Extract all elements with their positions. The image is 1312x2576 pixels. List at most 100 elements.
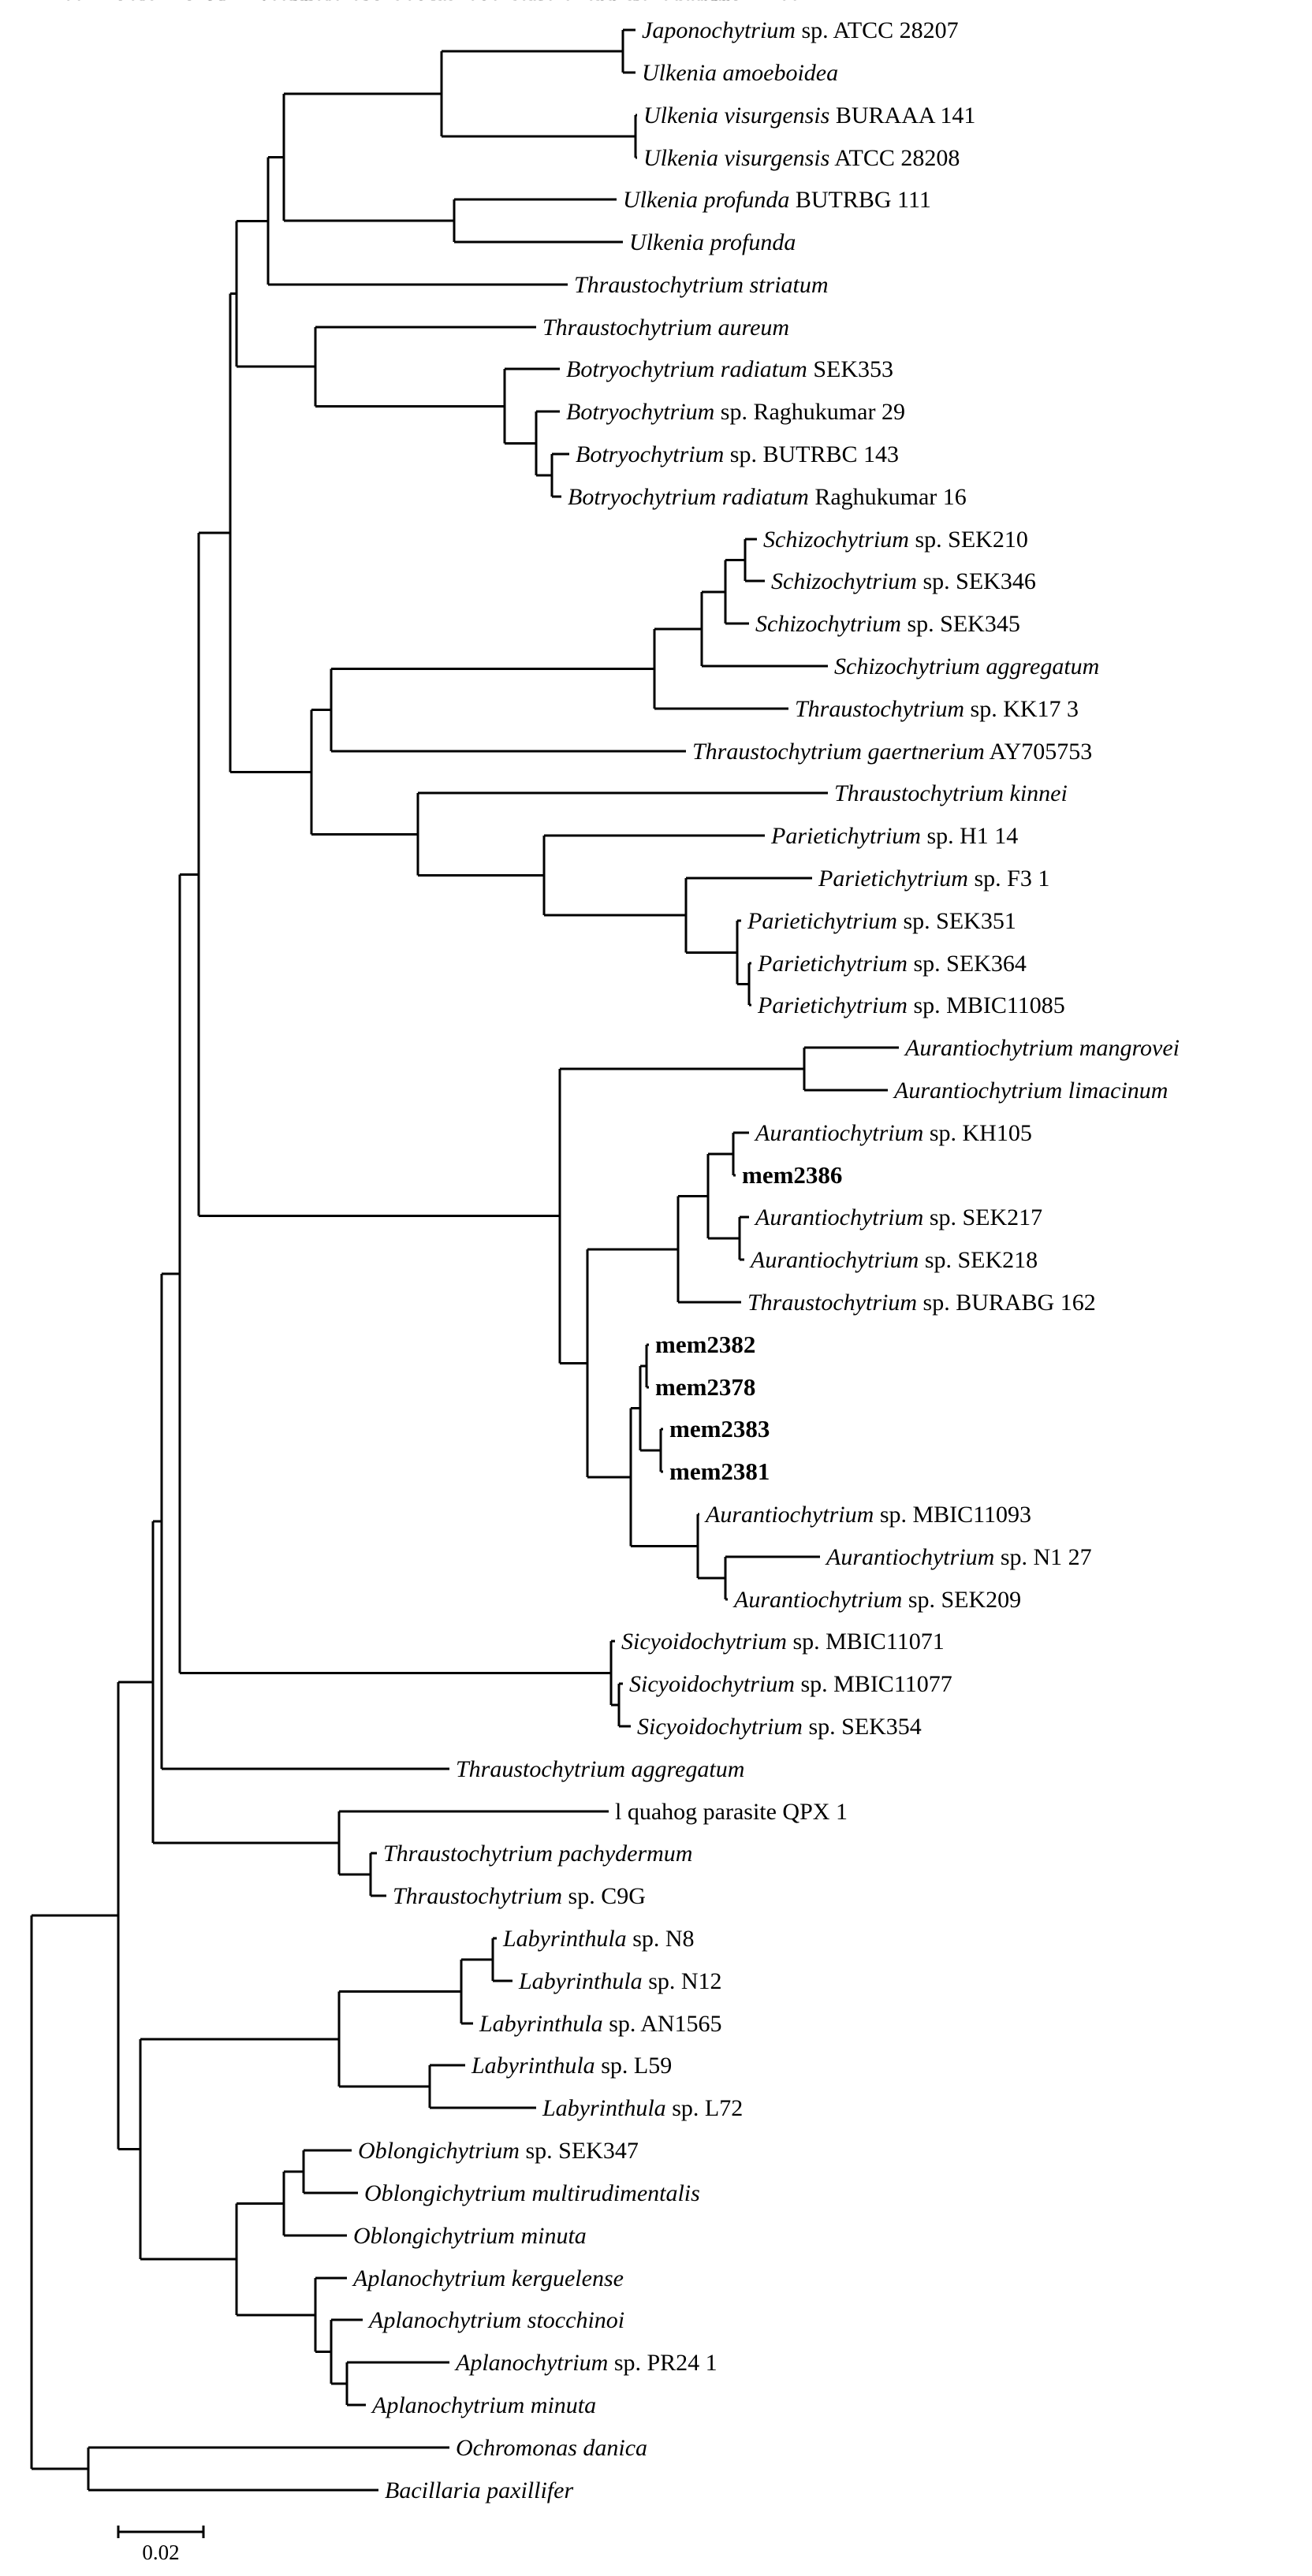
taxon-label: Sicyoidochytrium sp. MBIC11077 [629,1671,952,1697]
bootstrap-value: 78 [621,0,643,5]
taxon-label: Aurantiochytrium mangrovei [904,1035,1180,1061]
taxon-label: Thraustochytrium sp. KK17 3 [795,696,1079,722]
taxon-label: Parietichytrium sp. SEK351 [747,908,1016,934]
bootstrap-value: 100 [673,0,705,5]
bootstrap-value: 69 [700,0,721,5]
taxon-label: Parietichytrium sp. SEK364 [757,951,1027,977]
bootstrap-value: 71 [673,0,694,5]
taxon-label: Bacillaria paxillifer [385,2477,573,2503]
taxon-label: Schizochytrium sp. SEK345 [755,611,1020,637]
taxon-label: Oblongichytrium sp. SEK347 [358,2138,639,2164]
bootstrap-value: 100 [53,0,85,5]
taxon-label: Parietichytrium sp. F3 1 [818,865,1049,892]
bootstrap-value: 52 [393,0,414,5]
bootstrap-value: 58 [286,0,308,5]
bootstrap-value: 100 [406,0,438,5]
taxon-label: mem2378 [655,1373,755,1401]
bootstrap-value: 29 [615,0,636,5]
taxon-label: Schizochytrium aggregatum [834,653,1099,679]
scale-bar-label: 0.02 [142,2541,179,2564]
bootstrap-value: 100 [457,0,490,5]
bootstrap-value: 100 [576,0,608,5]
bootstrap-value: 100 [311,0,344,5]
taxon-label: Botryochytrium sp. BUTRBC 143 [576,441,899,467]
taxon-label: Ulkenia visurgensis ATCC 28208 [643,145,960,171]
bootstrap-value: 100 [690,0,722,5]
bootstrap-value: 100 [469,0,501,5]
bootstrap-value: 100 [509,0,541,5]
taxon-label: Parietichytrium sp. MBIC11085 [757,992,1065,1018]
bootstrap-value: 96 [676,0,698,5]
bootstrap-value: 88 [205,0,226,5]
bootstrap-value: 53 [136,0,158,5]
bootstrap-value: 92 [511,0,532,5]
taxon-label: Oblongichytrium multirudimentalis [364,2180,700,2206]
taxon-label: Parietichytrium sp. H1 14 [770,823,1018,849]
taxon-label: Oblongichytrium minuta [353,2223,587,2249]
bootstrap-value: 100 [280,0,312,5]
bootstrap-value: 52 [219,0,240,5]
taxon-label: Aurantiochytrium sp. N1 27 [825,1544,1092,1570]
bootstrap-value: 56 [598,0,619,5]
taxon-label: mem2383 [669,1415,770,1442]
taxon-label: Thraustochytrium gaertnerium AY705753 [692,739,1092,765]
bootstrap-value: 61 [714,0,736,5]
taxon-label: Aurantiochytrium sp. SEK218 [749,1247,1038,1273]
bootstrap-value: 100 [419,0,451,5]
bootstrap-value: 98 [361,0,382,5]
taxon-label: Thraustochytrium aureum [542,315,789,341]
taxon-label: Labyrinthula sp. N12 [518,1968,722,1994]
taxon-label: Aplanochytrium stocchinoi [367,2307,624,2333]
taxon-label: Labyrinthula sp. N8 [502,1926,695,1952]
bootstrap-value: 33 [708,0,729,5]
taxon-label: Thraustochytrium sp. C9G [393,1883,646,1909]
taxon-label: Ochromonas danica [456,2435,647,2461]
bootstrap-value: 84 [115,0,137,5]
taxon-label: Aplanochytrium kerguelense [352,2265,624,2291]
taxon-label: Aplanochytrium sp. PR24 1 [454,2350,718,2376]
taxon-label: Japonochytrium sp. ATCC 28207 [642,17,959,43]
bootstrap-value: 100 [248,0,281,5]
taxon-label: Botryochytrium sp. Raghukumar 29 [566,399,905,425]
taxon-label: Aplanochytrium minuta [371,2392,596,2418]
taxon-label: Thraustochytrium sp. BURABG 162 [747,1290,1096,1316]
bootstrap-value: 32 [606,0,627,5]
taxon-label: Botryochytrium radiatum SEK353 [566,356,893,382]
bootstrap-value: 99 [527,0,548,5]
taxon-label: Thraustochytrium striatum [574,272,829,298]
bootstrap-value: 64 [306,0,328,5]
bootstrap-value: 100 [619,0,651,5]
bootstrap-value: 60 [696,0,718,5]
bootstrap-value: 94 [594,0,616,5]
bootstrap-value: 65 [278,0,300,5]
bootstrap-value: 100 [304,0,336,5]
taxon-label: l quahog parasite QPX 1 [615,1799,848,1825]
bootstrap-value: 100 [341,0,373,5]
bootstrap-value: 96 [712,0,733,5]
taxon-label: Ulkenia profunda BUTRBG 111 [623,187,931,213]
bootstrap-value: 92 [610,0,632,5]
taxon-label: Schizochytrium sp. SEK210 [763,527,1028,553]
taxon-label: Labyrinthula sp. L72 [542,2095,743,2121]
bootstrap-value: 64 [259,0,281,5]
bootstrap-value: 25 [194,0,215,5]
bootstrap-value: 100 [524,0,557,5]
bootstrap-value: 78 [173,0,195,5]
taxon-label: Ulkenia amoeboidea [642,60,838,86]
taxon-label: Aurantiochytrium limacinum [893,1078,1168,1104]
taxon-label: mem2386 [742,1161,842,1189]
taxon-label: Ulkenia visurgensis BURAAA 141 [643,102,975,128]
taxon-label: Labyrinthula sp. AN1565 [479,2011,722,2037]
taxon-label: Schizochytrium sp. SEK346 [771,568,1036,594]
taxon-label: Aurantiochytrium sp. KH105 [754,1120,1032,1146]
bootstrap-value: 98 [720,0,741,5]
taxon-label: Thraustochytrium kinnei [834,780,1068,806]
taxon-label: Sicyoidochytrium sp. MBIC11071 [621,1629,945,1655]
taxon-label: Thraustochytrium pachydermum [383,1841,692,1867]
taxon-label: mem2381 [669,1457,770,1485]
bootstrap-value: 97 [724,0,745,5]
taxon-label: Aurantiochytrium sp. SEK217 [754,1204,1042,1230]
bootstrap-value: 99 [436,0,457,5]
